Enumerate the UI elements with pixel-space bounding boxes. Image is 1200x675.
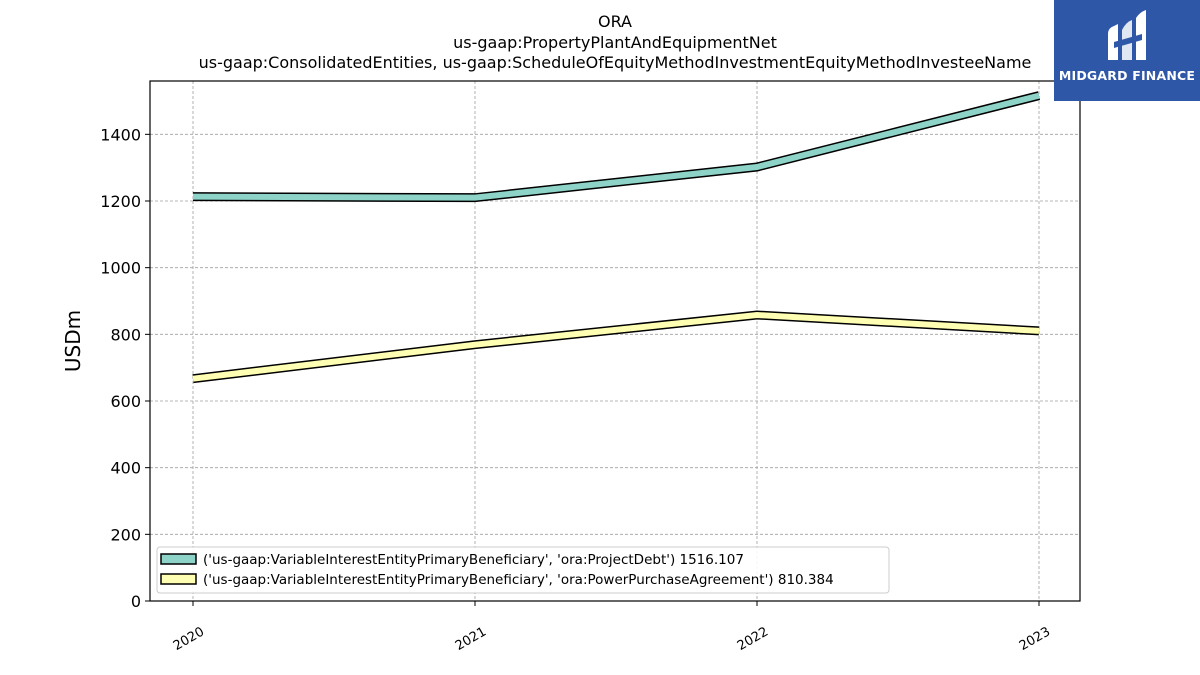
x-tick-label: 2021 — [453, 624, 489, 654]
grid — [150, 81, 1080, 601]
logo-mark-icon — [1108, 10, 1146, 60]
chart-title: ORA us-gaap:PropertyPlantAndEquipmentNet… — [199, 12, 1032, 72]
legend-swatch — [160, 553, 197, 565]
legend-box — [156, 546, 890, 594]
series-fill — [192, 311, 1040, 382]
y-axis-label: USDm — [61, 310, 85, 372]
plot-frame — [149, 80, 1081, 602]
y-tick-label: 1000 — [100, 259, 141, 278]
chart-title-line-3: us-gaap:ConsolidatedEntities, us-gaap:Sc… — [199, 53, 1032, 72]
x-tick-label: 2020 — [171, 624, 207, 654]
legend: ('us-gaap:VariableInterestEntityPrimaryB… — [156, 546, 890, 594]
y-tick-label: 1200 — [100, 192, 141, 211]
x-tick-label: 2023 — [1017, 624, 1053, 654]
legend-swatch — [160, 573, 197, 585]
x-axis: 2020 2021 2022 2023 — [171, 601, 1053, 654]
series-line-2 — [192, 310, 1040, 384]
midgard-finance-logo: MIDGARD FINANCE — [1054, 0, 1200, 101]
legend-label: ('us-gaap:VariableInterestEntityPrimaryB… — [203, 572, 834, 588]
y-tick-label: 0 — [131, 592, 141, 611]
chart-title-line-1: ORA — [598, 12, 632, 31]
y-tick-label: 200 — [110, 525, 141, 544]
chart-title-line-2: us-gaap:PropertyPlantAndEquipmentNet — [453, 33, 777, 52]
x-tick-label: 2022 — [735, 624, 771, 654]
y-tick-label: 400 — [110, 459, 141, 478]
y-tick-label: 800 — [110, 325, 141, 344]
y-axis: 0 200 400 600 800 1000 1200 1400 — [100, 125, 150, 611]
series-layer — [192, 91, 1041, 384]
series-fill — [192, 92, 1040, 201]
logo-text: MIDGARD FINANCE — [1058, 68, 1196, 83]
legend-label: ('us-gaap:VariableInterestEntityPrimaryB… — [203, 552, 744, 568]
y-tick-label: 1400 — [100, 125, 141, 144]
y-tick-label: 600 — [110, 392, 141, 411]
series-line-1 — [192, 91, 1041, 203]
